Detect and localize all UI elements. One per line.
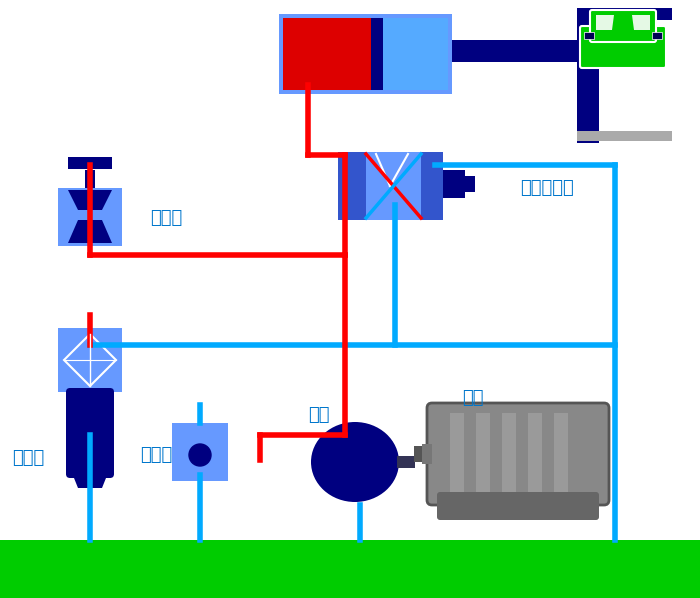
Bar [443, 170, 465, 198]
Polygon shape [68, 220, 112, 243]
Polygon shape [68, 190, 112, 210]
Polygon shape [70, 468, 110, 488]
Bar [476, 413, 490, 495]
Bar [371, 18, 383, 90]
Bar [584, 32, 594, 39]
Bar [279, 14, 452, 94]
Bar [577, 131, 672, 141]
FancyBboxPatch shape [437, 492, 599, 520]
Bar [338, 152, 366, 220]
Ellipse shape [311, 422, 399, 502]
Bar [450, 413, 464, 495]
Text: 节流阀: 节流阀 [150, 209, 182, 227]
FancyBboxPatch shape [66, 388, 114, 478]
Bar [397, 456, 415, 468]
Bar [172, 423, 228, 481]
Bar [577, 8, 672, 20]
Text: 电磁换向阀: 电磁换向阀 [520, 179, 574, 197]
FancyBboxPatch shape [427, 403, 609, 505]
Circle shape [189, 444, 211, 466]
Text: 电机: 电机 [462, 389, 484, 407]
Bar [465, 176, 475, 192]
Bar [283, 18, 371, 90]
Polygon shape [596, 15, 614, 30]
Polygon shape [632, 15, 650, 30]
Text: 油泵: 油泵 [308, 406, 330, 424]
Bar [502, 413, 516, 495]
Bar [0, 540, 700, 598]
Bar [58, 328, 122, 392]
Bar [422, 444, 432, 464]
Bar [414, 446, 432, 462]
Bar [421, 152, 443, 220]
Bar [577, 8, 599, 143]
Bar [383, 18, 448, 90]
FancyBboxPatch shape [580, 26, 666, 68]
Bar [85, 170, 95, 188]
Text: 过滤器: 过滤器 [12, 449, 44, 467]
Text: 溢流阀: 溢流阀 [140, 446, 172, 464]
Bar [68, 157, 112, 169]
Bar [452, 40, 577, 62]
Bar [528, 413, 542, 495]
Bar [338, 152, 443, 220]
FancyBboxPatch shape [590, 10, 656, 42]
Bar [652, 32, 662, 39]
Bar [554, 413, 568, 495]
Bar [58, 188, 122, 246]
